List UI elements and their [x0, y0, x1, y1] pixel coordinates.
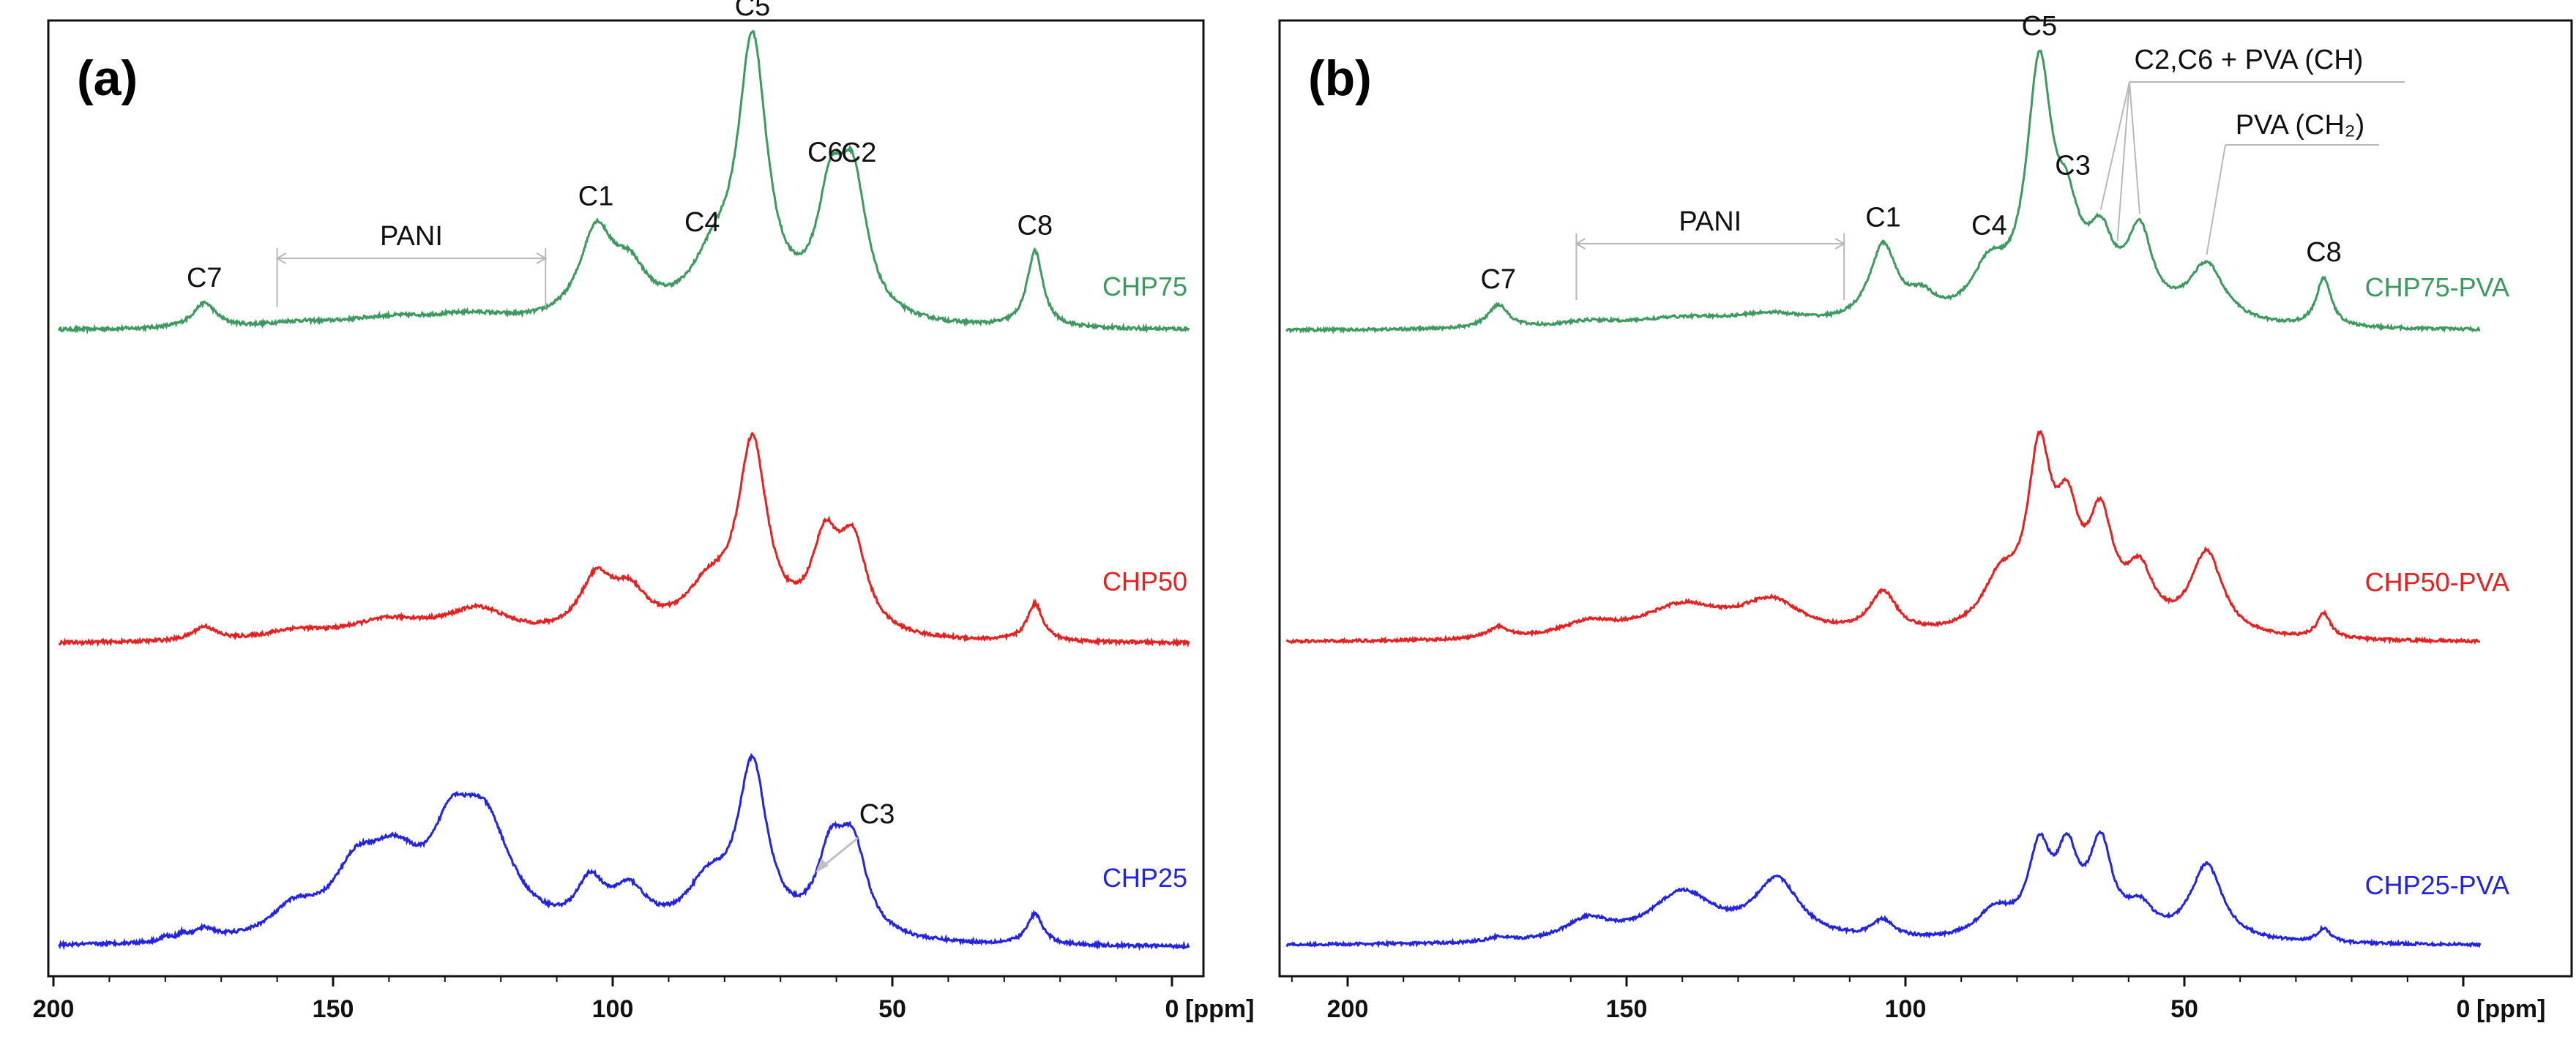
annotation-ch-pointer [2129, 81, 2141, 214]
spectrum-line-chp25 [58, 752, 1190, 951]
series-label-chp25: CHP25 [1102, 863, 1187, 893]
spectrum-line-chp50-pva [1285, 430, 2481, 645]
annotation-ch-pointer [2116, 81, 2130, 241]
pani-label: PANI [380, 221, 443, 252]
pani-arrow-right [536, 252, 548, 264]
x-tick-label: 100 [592, 995, 634, 1023]
peak-label-c1: C1 [1865, 202, 1901, 233]
peak-label-c3: C3 [2055, 150, 2091, 181]
annotation-ch-pointer [2099, 81, 2130, 211]
x-tick-label: 50 [2170, 995, 2198, 1023]
pani-arrow-left [275, 252, 287, 264]
peak-label-c8: C8 [2306, 237, 2342, 268]
series-label-chp50-pva: CHP50-PVA [2365, 567, 2509, 597]
x-tick-label: 150 [313, 995, 354, 1023]
annotation-ch2-pointer [2206, 144, 2226, 255]
pani-label: PANI [1679, 206, 1741, 237]
pani-arrow-left [1575, 238, 1586, 250]
peak-label-c1: C1 [578, 181, 614, 211]
peak-label-c3: C3 [859, 799, 895, 830]
peak-label-c7: C7 [187, 263, 223, 293]
peak-label-c4: C4 [684, 207, 720, 238]
series-label-chp75-pva: CHP75-PVA [2365, 272, 2509, 302]
series-label-chp50: CHP50 [1102, 566, 1187, 596]
series-label-chp25-pva: CHP25-PVA [2365, 870, 2509, 900]
x-tick-label: 150 [1606, 995, 1648, 1023]
panel-b-letter: (b) [1308, 50, 1372, 106]
panel-a-plot: 200 150 100 50 0 [ppm] CHP75 CHP50 CHP25 C7 C1 C4 C5… [33, 0, 1255, 1023]
x-tick-label: 0 [1165, 995, 1179, 1023]
spectrum-line-chp75 [58, 29, 1190, 335]
x-tick-label: 50 [878, 995, 906, 1023]
peak-label-c7: C7 [1480, 264, 1516, 295]
x-axis-unit-label: [ppm] [1185, 995, 1254, 1023]
annotation-c2-c6-pva-ch: C2,C6 + PVA (CH) [2135, 45, 2364, 75]
peak-label-c4: C4 [1971, 210, 2007, 241]
panel-b-frame [1278, 19, 2573, 978]
annotation-pva-ch2: PVA (CH₂) [2236, 110, 2365, 141]
panel-a-frame [47, 19, 1205, 978]
panel-a-letter: (a) [77, 50, 138, 106]
spectrum-line-chp50 [58, 431, 1190, 648]
peak-label-c5: C5 [2022, 11, 2058, 42]
c3-arrowhead [815, 858, 829, 873]
peak-label-c5: C5 [735, 0, 771, 22]
pani-arrow-right [1834, 238, 1846, 250]
peak-label-c8: C8 [1018, 210, 1053, 241]
x-axis-unit-label: [ppm] [2476, 995, 2545, 1023]
x-tick-label: 200 [33, 995, 75, 1023]
series-label-chp75: CHP75 [1102, 271, 1187, 301]
spectrum-line-chp75-pva [1285, 49, 2481, 335]
spectrum-line-chp25-pva [1285, 830, 2482, 948]
peak-label-c6: C6 [807, 137, 843, 168]
x-tick-label: 0 [2457, 995, 2471, 1023]
x-tick-label: 100 [1885, 995, 1927, 1023]
peak-label-c2: C2 [841, 138, 877, 168]
panel-b-plot: 200 150 100 50 0 [ppm] CHP75-PVA CHP50-PVA CHP25… [1285, 11, 2545, 1023]
x-tick-label: 200 [1327, 995, 1369, 1023]
